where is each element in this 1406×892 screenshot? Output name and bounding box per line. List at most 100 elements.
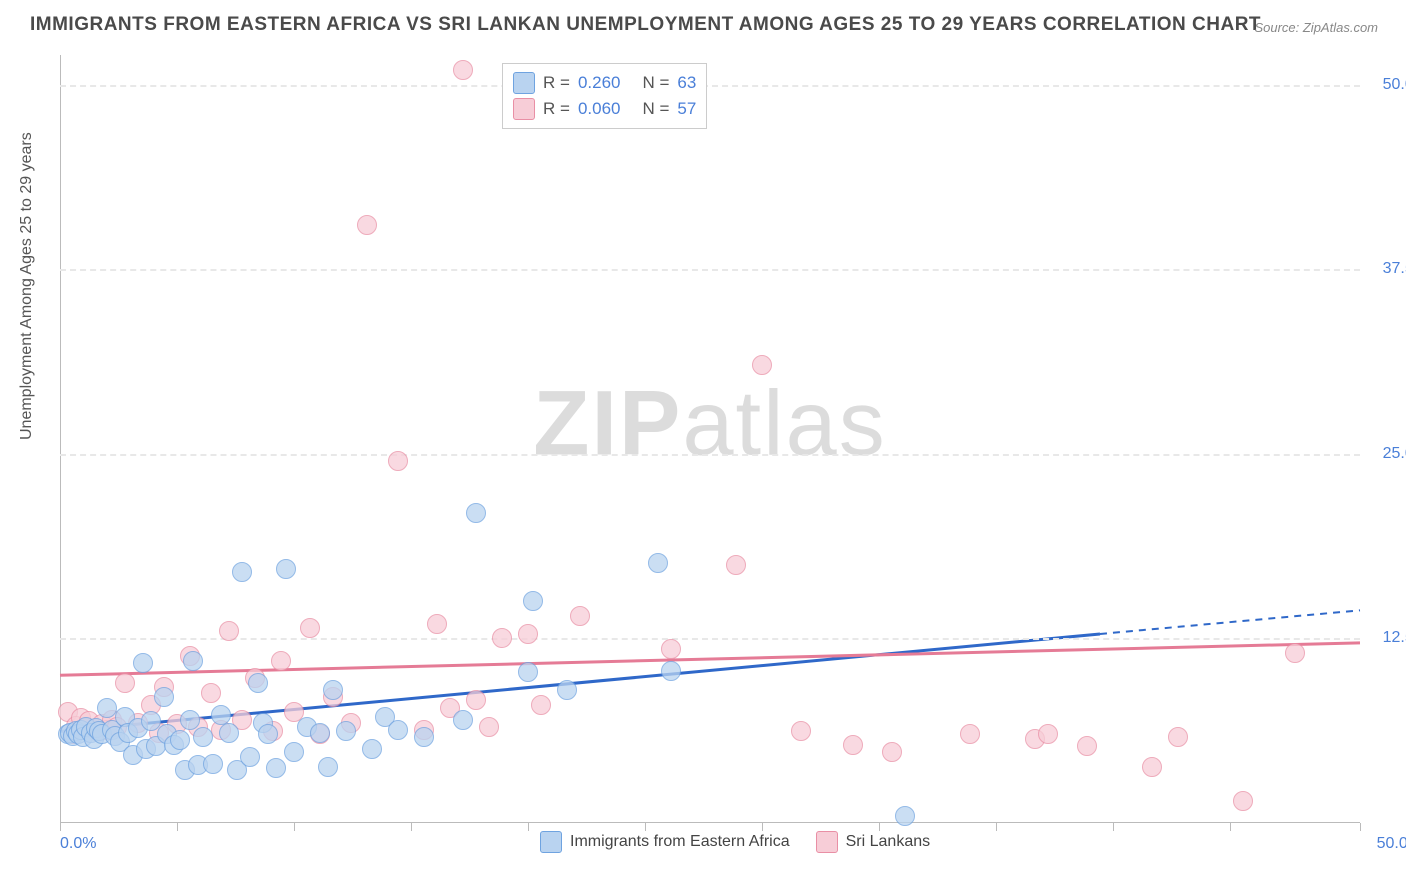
series-name: Sri Lankans	[846, 833, 931, 851]
data-point	[466, 503, 486, 523]
x-tick	[879, 823, 880, 831]
data-point	[284, 742, 304, 762]
data-point	[180, 710, 200, 730]
data-point	[388, 451, 408, 471]
gridline	[60, 638, 1360, 640]
data-point	[232, 562, 252, 582]
data-point	[895, 806, 915, 826]
data-point	[193, 727, 213, 747]
n-value: 63	[677, 73, 696, 93]
data-point	[266, 758, 286, 778]
data-point	[531, 695, 551, 715]
y-tick-label: 25.0%	[1383, 445, 1406, 463]
data-point	[154, 687, 174, 707]
legend-swatch	[513, 72, 535, 94]
data-point	[248, 673, 268, 693]
correlation-legend-row: R = 0.060 N = 57	[513, 96, 696, 122]
data-point	[453, 710, 473, 730]
data-point	[1077, 736, 1097, 756]
data-point	[203, 754, 223, 774]
chart-title: IMMIGRANTS FROM EASTERN AFRICA VS SRI LA…	[30, 14, 1261, 36]
r-value: 0.060	[578, 99, 621, 119]
data-point	[466, 690, 486, 710]
y-tick-label: 37.5%	[1383, 260, 1406, 278]
source-attribution: Source: ZipAtlas.com	[1254, 20, 1378, 35]
x-tick	[294, 823, 295, 831]
data-point	[479, 717, 499, 737]
data-point	[1285, 643, 1305, 663]
data-point	[258, 724, 278, 744]
data-point	[201, 683, 221, 703]
gridline	[60, 269, 1360, 271]
data-point	[648, 553, 668, 573]
data-point	[726, 555, 746, 575]
data-point	[427, 614, 447, 634]
data-point	[661, 661, 681, 681]
scatter-plot-area: ZIPatlas 12.5%25.0%37.5%50.0%0.0%50.0%R …	[60, 55, 1360, 823]
data-point	[362, 739, 382, 759]
data-point	[960, 724, 980, 744]
data-point	[570, 606, 590, 626]
series-name: Immigrants from Eastern Africa	[570, 833, 790, 851]
data-point	[170, 730, 190, 750]
x-tick-label-max: 50.0%	[1377, 835, 1406, 853]
data-point	[492, 628, 512, 648]
x-tick	[996, 823, 997, 831]
r-label: R =	[543, 73, 570, 93]
n-label: N =	[642, 99, 669, 119]
y-tick-label: 12.5%	[1383, 629, 1406, 647]
data-point	[414, 727, 434, 747]
correlation-legend: R = 0.260 N = 63 R = 0.060 N = 57	[502, 63, 707, 129]
data-point	[310, 723, 330, 743]
gridline	[60, 85, 1360, 87]
data-point	[518, 624, 538, 644]
x-tick	[411, 823, 412, 831]
r-value: 0.260	[578, 73, 621, 93]
data-point	[1168, 727, 1188, 747]
x-tick	[1113, 823, 1114, 831]
x-tick	[177, 823, 178, 831]
data-point	[791, 721, 811, 741]
data-point	[183, 651, 203, 671]
data-point	[661, 639, 681, 659]
data-point	[357, 215, 377, 235]
data-point	[752, 355, 772, 375]
data-point	[843, 735, 863, 755]
gridline	[60, 454, 1360, 456]
data-point	[518, 662, 538, 682]
data-point	[318, 757, 338, 777]
legend-swatch	[816, 831, 838, 853]
data-point	[336, 721, 356, 741]
legend-swatch	[513, 98, 535, 120]
data-point	[523, 591, 543, 611]
series-legend-item: Sri Lankans	[816, 831, 931, 853]
legend-swatch	[540, 831, 562, 853]
x-tick	[645, 823, 646, 831]
n-value: 57	[677, 99, 696, 119]
data-point	[219, 723, 239, 743]
data-point	[115, 673, 135, 693]
data-point	[300, 618, 320, 638]
regression-line-extrapolated	[1100, 610, 1360, 634]
series-legend: Immigrants from Eastern Africa Sri Lankan…	[540, 831, 930, 853]
data-point	[1233, 791, 1253, 811]
data-point	[276, 559, 296, 579]
data-point	[219, 621, 239, 641]
y-axis-label: Unemployment Among Ages 25 to 29 years	[18, 132, 36, 440]
data-point	[323, 680, 343, 700]
data-point	[133, 653, 153, 673]
regression-lines-layer	[60, 55, 1360, 823]
data-point	[557, 680, 577, 700]
data-point	[1038, 724, 1058, 744]
data-point	[97, 698, 117, 718]
x-tick	[528, 823, 529, 831]
x-tick-label-min: 0.0%	[60, 835, 96, 853]
data-point	[388, 720, 408, 740]
data-point	[240, 747, 260, 767]
data-point	[882, 742, 902, 762]
series-legend-item: Immigrants from Eastern Africa	[540, 831, 790, 853]
correlation-legend-row: R =0.260N =63	[513, 70, 696, 96]
x-tick	[1230, 823, 1231, 831]
r-label: R =	[543, 99, 570, 119]
x-tick	[762, 823, 763, 831]
